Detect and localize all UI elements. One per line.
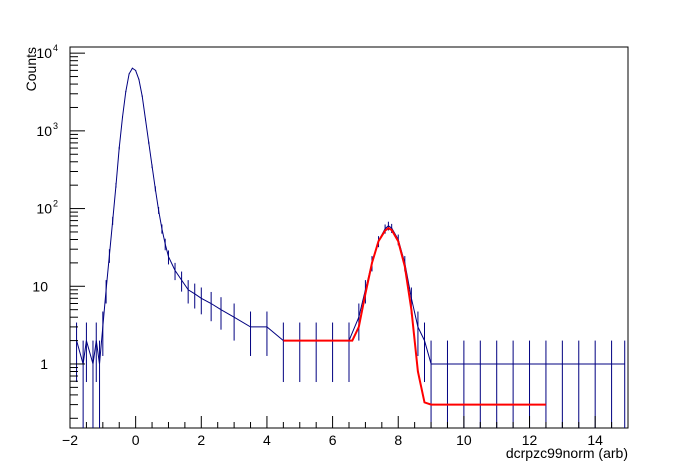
y-tick-exponent: 2 [53, 199, 58, 209]
x-axis: −2 0 2 4 6 8 10 12 14 [62, 416, 629, 448]
y-tick-label: 10 [32, 278, 48, 294]
y-tick-label: 1 [40, 356, 48, 372]
x-tick-label: 12 [522, 432, 538, 448]
x-tick-label: −2 [62, 432, 78, 448]
histogram-series [76, 67, 626, 428]
y-tick-exponent: 4 [53, 43, 58, 53]
fit-curve [283, 226, 546, 406]
x-tick-label: 10 [456, 432, 472, 448]
x-tick-label: 6 [329, 432, 337, 448]
histogram-line [76, 67, 625, 365]
x-tick-label: 8 [394, 432, 402, 448]
x-axis-title: dcrpzc99norm (arb) [506, 445, 628, 461]
x-tick-label: 2 [197, 432, 205, 448]
y-tick-label: 10 [36, 45, 52, 61]
y-tick-exponent: 3 [53, 121, 58, 131]
x-tick-label: 0 [132, 432, 140, 448]
x-tick-label: 14 [587, 432, 603, 448]
y-tick-label: 10 [36, 123, 52, 139]
y-axis-title: Counts [23, 47, 39, 91]
x-tick-label: 4 [263, 432, 271, 448]
y-tick-label: 10 [36, 201, 52, 217]
fit-curve-series [283, 226, 546, 406]
